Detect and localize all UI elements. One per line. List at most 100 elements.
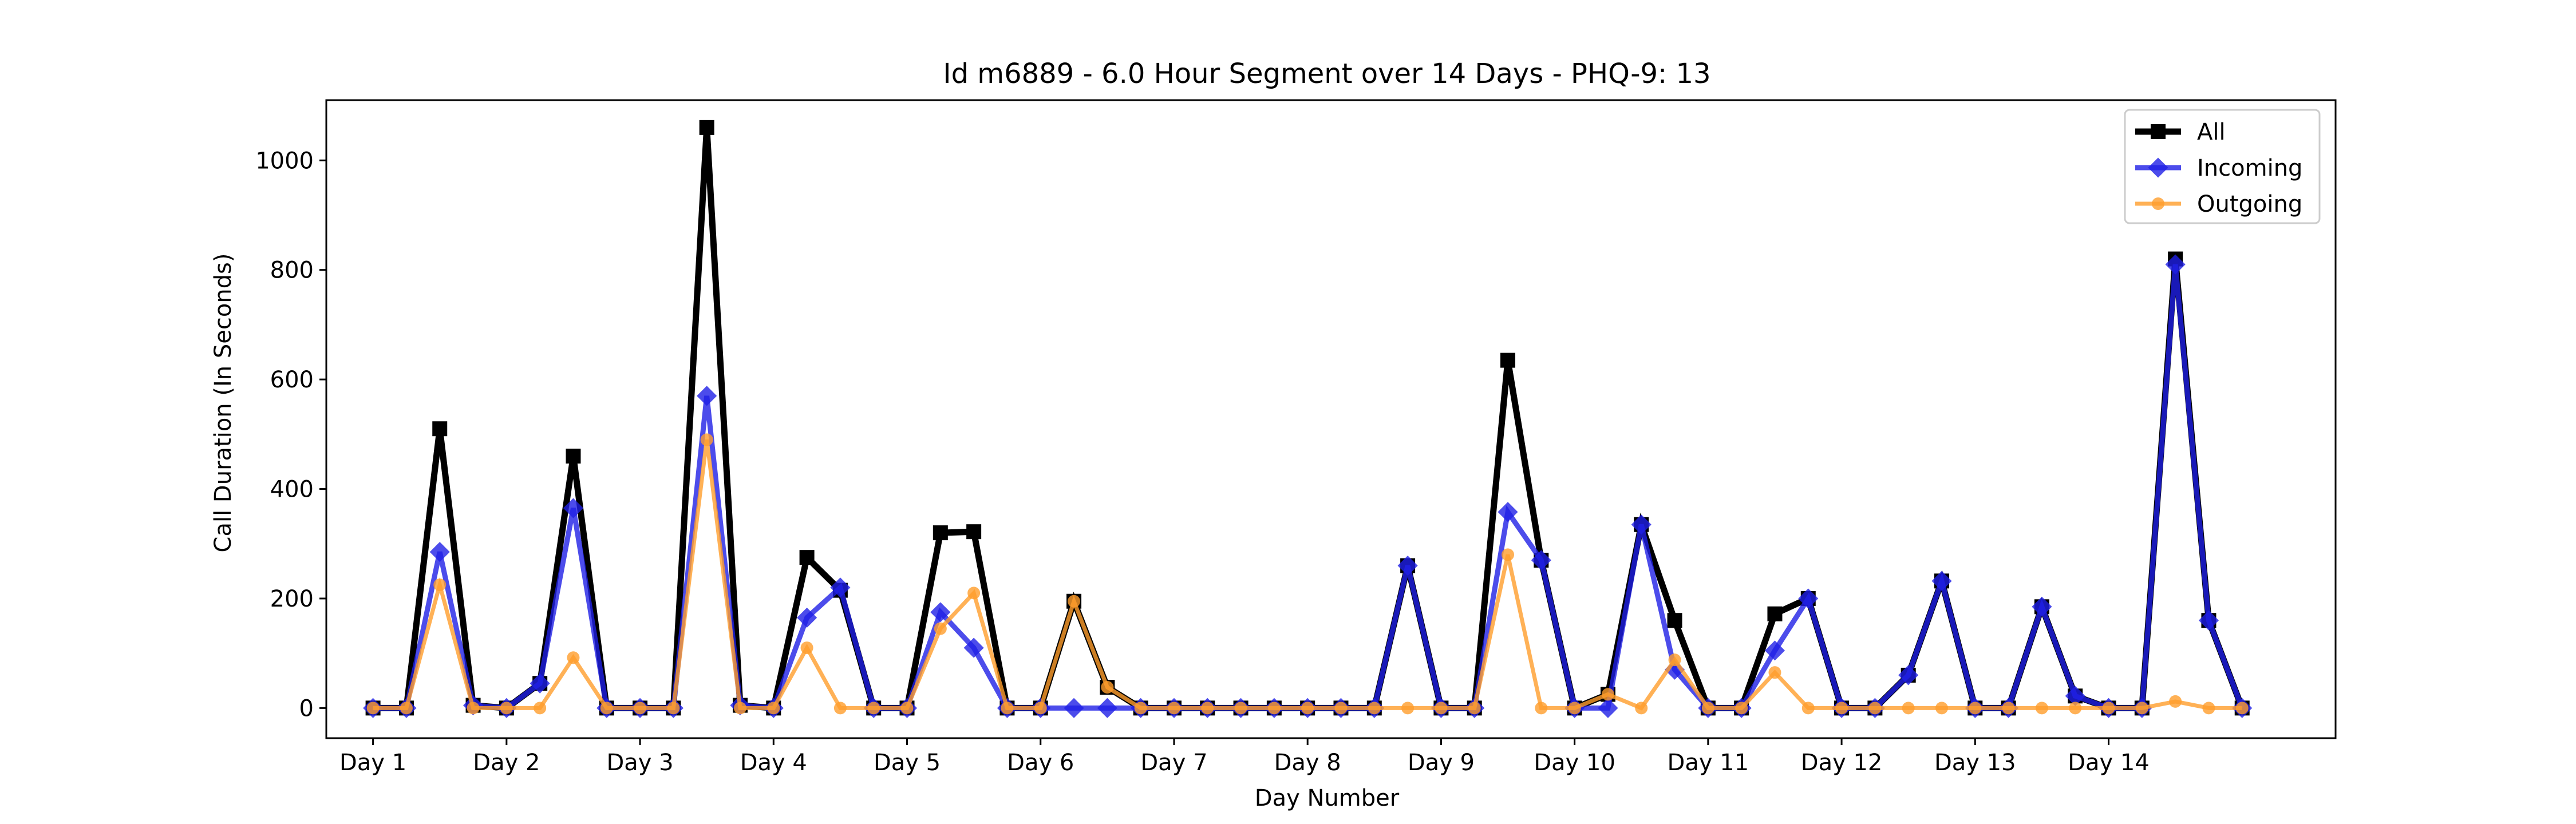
x-tick-label: Day 1 (339, 750, 406, 776)
x-tick-label: Day 7 (1140, 750, 1207, 776)
data-point (963, 637, 984, 658)
y-tick-label: 0 (299, 695, 314, 722)
data-point (1097, 698, 1117, 718)
data-point (634, 702, 647, 715)
data-point (1468, 702, 1481, 715)
data-point (1267, 702, 1281, 715)
data-point (2035, 702, 2048, 715)
data-point (1101, 680, 1114, 694)
data-point (1134, 702, 1147, 715)
x-tick-label: Day 5 (874, 750, 941, 776)
data-point (697, 386, 717, 406)
data-point (1502, 548, 1515, 561)
legend-label: Incoming (2197, 155, 2302, 181)
data-point (933, 525, 948, 541)
data-point (1835, 702, 1848, 715)
data-point (1201, 702, 1214, 715)
x-tick-label: Day 9 (1408, 750, 1475, 776)
legend-item: All (2135, 119, 2226, 145)
plot-frame (325, 99, 2337, 739)
data-point (1301, 702, 1314, 715)
data-point (1500, 352, 1516, 368)
data-point (1635, 702, 1648, 715)
x-tick-label: Day 14 (2068, 750, 2150, 776)
data-point (530, 673, 550, 694)
data-point (400, 702, 413, 715)
x-tick-label: Day 2 (473, 750, 540, 776)
data-point (1568, 702, 1581, 715)
data-point (2202, 702, 2215, 715)
legend-item: Outgoing (2135, 191, 2302, 217)
data-point (429, 542, 450, 562)
y-tick-label: 400 (270, 477, 314, 503)
data-point (1064, 698, 1084, 718)
data-point (566, 449, 581, 464)
data-point (1535, 702, 1548, 715)
data-point (733, 702, 746, 715)
data-point (966, 524, 982, 540)
data-point (563, 498, 584, 518)
data-point (1598, 698, 1618, 718)
data-point (767, 702, 780, 715)
data-point (930, 602, 951, 623)
data-point (1334, 702, 1348, 715)
data-point (833, 702, 847, 715)
data-point (366, 702, 380, 715)
series-outgoing (366, 433, 2249, 715)
data-point (1798, 588, 1819, 609)
data-point (1898, 665, 1919, 686)
plot-area: 0 200 400 600 800 1000 Day 1 Day 2 Day 3 Day 4 Day… (255, 99, 2337, 776)
data-point (800, 641, 813, 655)
data-point (1001, 702, 1014, 715)
data-point (2069, 702, 2082, 715)
x-tick-label: Day 4 (740, 750, 807, 776)
x-tick-label: Day 12 (1801, 750, 1883, 776)
data-point (2165, 254, 2186, 275)
data-point (1969, 702, 1982, 715)
x-tick-label: Day 10 (1534, 750, 1615, 776)
data-point (2065, 686, 2085, 706)
x-tick-label: Day 8 (1274, 750, 1341, 776)
data-point (1167, 702, 1180, 715)
data-point (600, 702, 613, 715)
x-tick-label: Day 13 (1934, 750, 2016, 776)
data-point (900, 702, 914, 715)
data-point (667, 702, 680, 715)
y-tick-label: 600 (270, 367, 314, 393)
data-point (534, 702, 547, 715)
data-point (1902, 702, 1915, 715)
data-point (700, 433, 713, 446)
data-point (2102, 702, 2115, 715)
data-point (1767, 606, 1783, 621)
data-point (2198, 610, 2219, 631)
data-point (797, 607, 817, 628)
data-point (934, 622, 947, 635)
data-point (1631, 514, 1652, 535)
legend-label: Outgoing (2197, 191, 2302, 217)
data-point (867, 702, 880, 715)
data-point (699, 120, 714, 135)
data-point (2032, 596, 2052, 617)
data-point (1498, 502, 1518, 522)
data-point (1435, 702, 1448, 715)
legend-item: Incoming (2135, 155, 2302, 181)
data-point (2235, 702, 2249, 715)
legend-label: All (2197, 119, 2226, 145)
chart-title: Id m6889 - 6.0 Hour Segment over 14 Days… (943, 58, 1710, 90)
data-point (1397, 555, 1418, 576)
y-tick-label: 1000 (255, 148, 314, 174)
data-point (799, 550, 815, 565)
data-point (2151, 124, 2166, 139)
data-point (1935, 702, 1948, 715)
data-point (2135, 702, 2148, 715)
data-point (1068, 595, 1081, 608)
data-point (433, 579, 447, 592)
data-point (2152, 197, 2164, 210)
data-point (1764, 640, 1785, 661)
data-point (432, 421, 448, 437)
data-point (1931, 571, 1952, 591)
data-point (1868, 702, 1882, 715)
data-point (500, 702, 513, 715)
